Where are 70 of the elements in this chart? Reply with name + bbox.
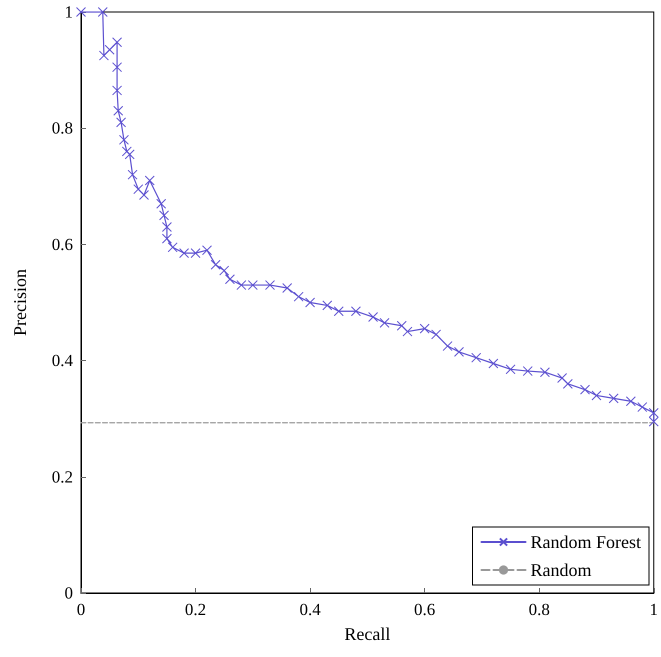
point [122, 146, 132, 156]
point [562, 378, 573, 389]
point [159, 210, 170, 220]
point [265, 280, 276, 290]
point [179, 248, 190, 258]
point [522, 366, 533, 376]
y-axis-title: Precision [10, 269, 30, 336]
point [219, 266, 230, 276]
y-tick-label: 0.6 [52, 234, 73, 254]
point [112, 37, 122, 48]
point [144, 175, 155, 186]
point [540, 367, 550, 378]
point [139, 190, 150, 200]
legend-label: Random [530, 560, 592, 580]
point [202, 245, 212, 256]
point [156, 198, 166, 209]
point [133, 184, 144, 194]
legend-label: Random Forest [530, 532, 642, 552]
point [294, 292, 304, 302]
x-tick-label: 0.4 [299, 600, 322, 619]
point [128, 170, 138, 180]
point [116, 117, 126, 128]
point [334, 306, 344, 316]
point [76, 7, 86, 17]
x-tick-label: 0 [76, 600, 86, 619]
point [305, 298, 316, 308]
x-tick-label: 0.8 [528, 600, 550, 619]
point [112, 85, 122, 96]
x-axis-title: Recall [344, 624, 390, 644]
point [248, 280, 258, 290]
point [322, 300, 332, 310]
point [626, 396, 636, 406]
point [118, 134, 129, 145]
point [124, 149, 135, 160]
point [380, 318, 390, 328]
point [112, 62, 122, 72]
point [557, 373, 568, 384]
point [402, 326, 412, 337]
point [113, 106, 124, 116]
point [224, 274, 235, 284]
point [431, 329, 442, 340]
point [104, 44, 115, 55]
point [580, 384, 590, 395]
point [98, 7, 108, 17]
point [420, 324, 430, 334]
y-tick-label: 0 [64, 584, 73, 602]
x-tick-label: 1 [650, 600, 658, 619]
y-tick-label: 0.2 [52, 467, 73, 486]
point [368, 312, 378, 322]
point [471, 352, 482, 363]
point [396, 320, 407, 331]
point [488, 358, 498, 369]
point [98, 50, 109, 61]
point [190, 248, 201, 258]
y-tick-label: 0.4 [52, 351, 74, 370]
point [506, 364, 516, 374]
x-tick-label: 0.2 [184, 600, 206, 619]
y-tick-label: 1 [64, 2, 73, 22]
point [350, 306, 361, 316]
point [454, 346, 464, 357]
x-tick-label: 0.6 [414, 600, 436, 619]
point [236, 280, 246, 290]
point [608, 393, 619, 404]
point [168, 242, 178, 252]
point [210, 260, 221, 270]
point [282, 282, 292, 293]
point [442, 341, 453, 352]
y-tick-label: 0.8 [52, 118, 73, 138]
point [637, 402, 648, 412]
point [591, 390, 602, 400]
